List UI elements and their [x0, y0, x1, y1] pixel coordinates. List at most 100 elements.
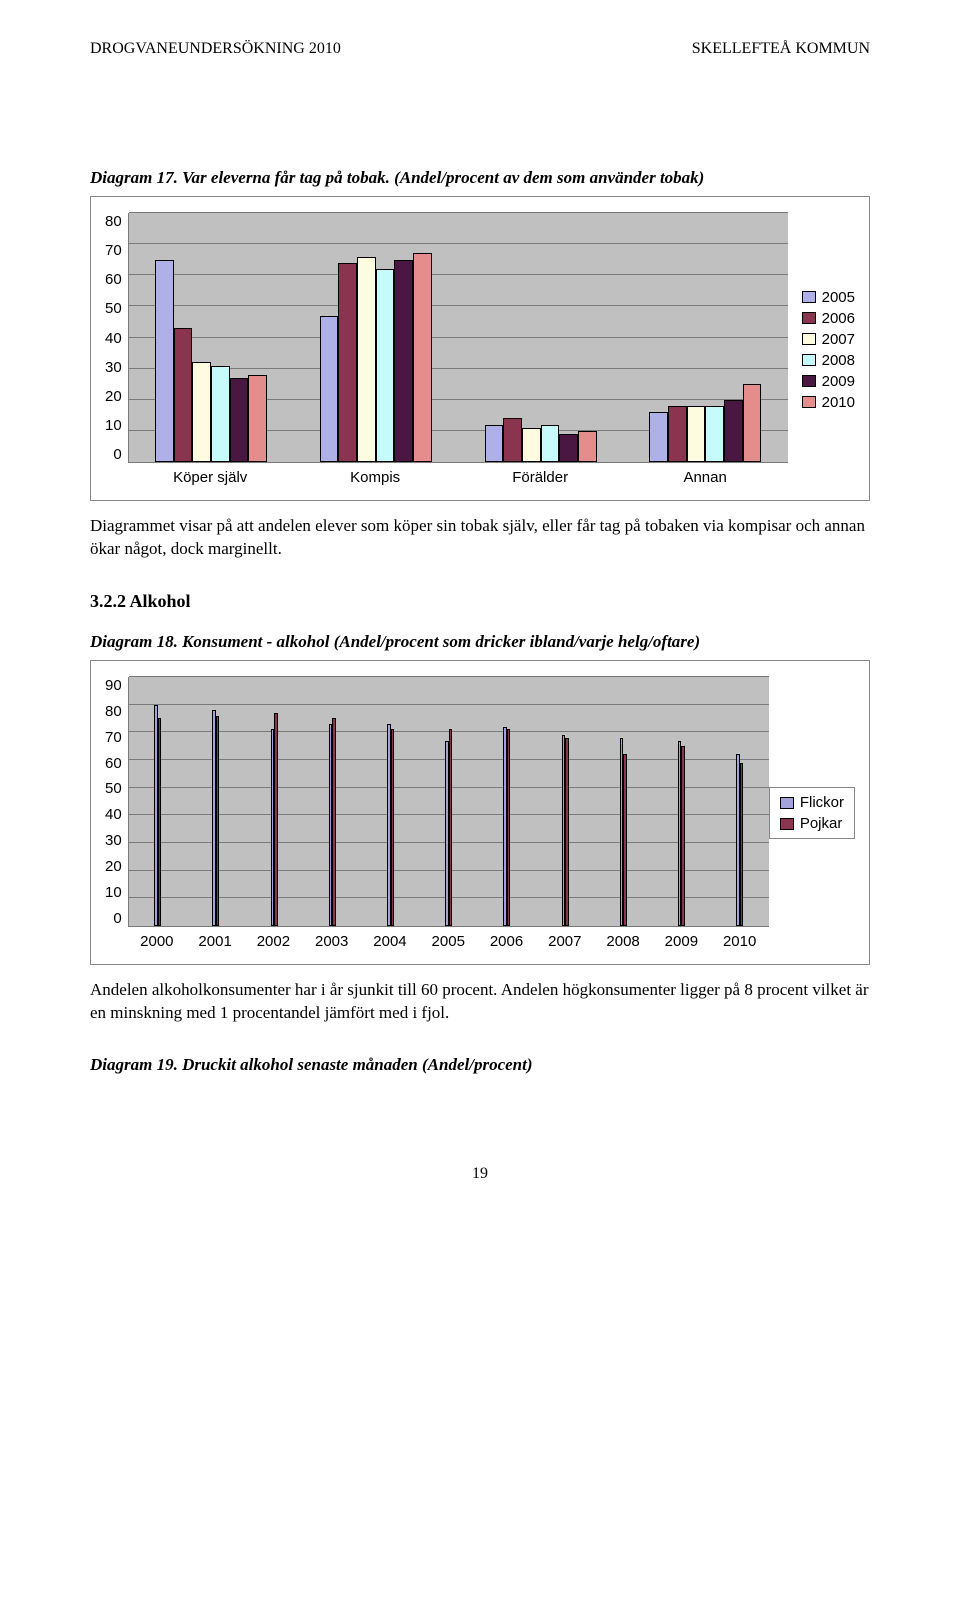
y-tick: 10 [105, 417, 122, 434]
bar [668, 406, 687, 462]
plot-area [128, 677, 769, 927]
legend-swatch [802, 312, 816, 324]
legend-swatch [802, 291, 816, 303]
page-header: DROGVANEUNDERSÖKNING 2010 SKELLEFTEÅ KOM… [90, 40, 870, 58]
y-tick: 60 [105, 755, 122, 772]
bar-groups [129, 213, 788, 462]
y-tick: 40 [105, 806, 122, 823]
x-tick: Kompis [293, 469, 458, 486]
y-tick: 0 [113, 910, 121, 927]
legend-swatch [802, 396, 816, 408]
bar [216, 716, 220, 926]
x-tick: 2007 [536, 933, 594, 950]
bar-group [652, 677, 710, 926]
bar-groups [129, 677, 769, 926]
bar [376, 269, 395, 462]
legend-swatch [802, 333, 816, 345]
bar [211, 366, 230, 462]
bar [705, 406, 724, 462]
bar-group [478, 677, 536, 926]
y-tick: 70 [105, 242, 122, 259]
diagram19-title: Diagram 19. Druckit alkohol senaste måna… [90, 1055, 870, 1075]
paragraph-1: Diagrammet visar på att andelen elever s… [90, 515, 870, 561]
plot-area [128, 213, 788, 463]
header-right: SKELLEFTEÅ KOMMUN [692, 40, 870, 58]
bar [565, 738, 569, 926]
legend-label: Pojkar [800, 815, 843, 832]
bar [158, 718, 162, 926]
diagram17-title: Diagram 17. Var eleverna får tag på toba… [90, 168, 870, 188]
bar [743, 384, 762, 462]
y-tick: 60 [105, 271, 122, 288]
y-tick: 70 [105, 729, 122, 746]
bar-group [458, 213, 623, 462]
bar-group [594, 677, 652, 926]
chart-area: 9080706050403020100 20002001200220032004… [105, 677, 855, 950]
y-tick: 40 [105, 330, 122, 347]
bar [357, 257, 376, 462]
legend: 200520062007200820092010 [788, 213, 855, 486]
bar-group [293, 213, 458, 462]
bar-group [420, 677, 478, 926]
diagram18-title: Diagram 18. Konsument - alkohol (Andel/p… [90, 632, 870, 652]
bar [174, 328, 193, 462]
legend-item: 2008 [802, 352, 855, 369]
legend: Flickor Pojkar [769, 787, 855, 839]
bar-group [623, 213, 788, 462]
legend-item: Flickor [780, 794, 844, 811]
y-tick: 80 [105, 213, 122, 230]
legend-label: 2009 [822, 373, 855, 390]
x-tick: 2000 [128, 933, 186, 950]
paragraph-2: Andelen alkoholkonsumenter har i år sjun… [90, 979, 870, 1025]
x-tick: 2010 [711, 933, 769, 950]
y-tick: 20 [105, 858, 122, 875]
legend-label: 2007 [822, 331, 855, 348]
bar [485, 425, 504, 462]
bar [507, 729, 511, 925]
y-tick: 10 [105, 884, 122, 901]
legend-swatch [802, 354, 816, 366]
bar [332, 718, 336, 926]
legend-swatch [802, 375, 816, 387]
bar [578, 431, 597, 462]
bar [192, 362, 211, 462]
bar [413, 253, 432, 462]
bar-group [129, 213, 294, 462]
bar-group [129, 677, 187, 926]
bar-group [361, 677, 419, 926]
bar-group [711, 677, 769, 926]
bar [541, 425, 560, 462]
x-tick: 2006 [477, 933, 535, 950]
diagram18-chart: 9080706050403020100 20002001200220032004… [90, 660, 870, 965]
y-axis: 80 70 60 50 40 30 20 10 0 [105, 213, 128, 463]
page-number: 19 [90, 1165, 870, 1183]
x-tick: 2002 [244, 933, 302, 950]
legend-label: 2006 [822, 310, 855, 327]
bar [248, 375, 267, 462]
plot-column: Köper självKompisFörälderAnnan [128, 213, 788, 486]
y-axis: 9080706050403020100 [105, 677, 128, 927]
bar [320, 316, 339, 462]
x-tick: 2003 [303, 933, 361, 950]
x-tick: 2009 [652, 933, 710, 950]
bar [724, 400, 743, 462]
bar [391, 729, 395, 925]
bar [649, 412, 668, 462]
bar [274, 713, 278, 926]
bar-group [245, 677, 303, 926]
legend-item: 2009 [802, 373, 855, 390]
y-tick: 30 [105, 359, 122, 376]
y-tick: 20 [105, 388, 122, 405]
bar [155, 260, 174, 462]
bar [740, 763, 744, 926]
legend-item: 2005 [802, 289, 855, 306]
bar [559, 434, 578, 462]
chart-area: 80 70 60 50 40 30 20 10 0 Köper självKompisFöräl… [105, 213, 855, 486]
y-tick: 0 [113, 446, 121, 463]
y-tick: 30 [105, 832, 122, 849]
x-tick: 2001 [186, 933, 244, 950]
y-tick: 80 [105, 703, 122, 720]
x-tick: 2005 [419, 933, 477, 950]
y-tick: 50 [105, 300, 122, 317]
x-tick: 2004 [361, 933, 419, 950]
